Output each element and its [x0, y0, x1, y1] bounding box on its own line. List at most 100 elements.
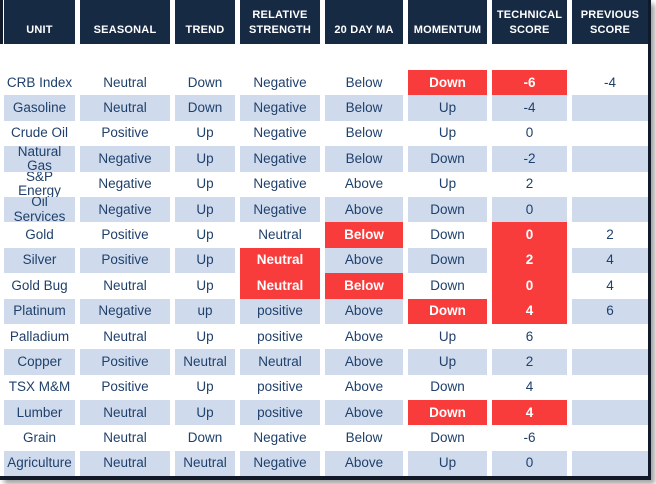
table-row-silver: Silver Positive Up Neutral Above Down 2 4 — [0, 247, 648, 274]
cell-unit: Gasoline — [4, 95, 75, 121]
table-row-lumber: Lumber Neutral Up positive Above Down 4 — [0, 400, 648, 426]
cell-seasonal: Negative — [80, 196, 170, 223]
cell-rs: Negative — [253, 74, 307, 90]
cell-tech: 4 — [492, 400, 567, 426]
cell-seasonal: Positive — [101, 379, 149, 395]
cell-rs: Negative — [253, 125, 307, 141]
cell-prev — [572, 349, 648, 375]
cell-unit: Gold Bug — [11, 277, 68, 293]
cell-ma: Above — [344, 176, 384, 192]
cell-trend: Up — [196, 277, 214, 293]
cell-rs: Negative — [240, 146, 320, 172]
cell-prev: 4 — [572, 247, 648, 274]
spacer-cell-prev — [572, 44, 648, 70]
cell-rs: Negative — [253, 430, 307, 446]
cell-unit: Copper — [4, 349, 75, 375]
column-header-tech: TECHNICAL SCORE — [492, 0, 567, 44]
cell-prev — [572, 146, 648, 172]
cell-trend: Up — [175, 400, 235, 426]
table-row-palladium: Palladium Neutral Up positive Above Up 6 — [0, 324, 648, 349]
cell-trend: Neutral — [175, 349, 235, 375]
cell-tech: 2 — [492, 349, 567, 375]
cell-rs: positive — [257, 328, 303, 344]
cell-prev: 6 — [572, 298, 648, 324]
cell-tech: 4 — [492, 298, 567, 324]
cell-ma: Below — [325, 273, 403, 299]
cell-trend: Down — [187, 74, 223, 90]
cell-unit: Grain — [22, 430, 56, 446]
table-row-oil-services: Oil Services Negative Up Negative Above Down 0 — [0, 196, 648, 223]
cell-tech: -6 — [523, 430, 536, 446]
header-row: UNIT SEASONAL TREND RELATIVE STRENGTH 20 DAY… — [0, 0, 648, 44]
cell-momentum: Down — [430, 430, 465, 446]
cell-tech: 0 — [492, 196, 567, 223]
cell-momentum: Up — [438, 125, 457, 141]
cell-rs: Negative — [240, 95, 320, 121]
column-header-unit: UNIT — [4, 0, 75, 44]
cell-tech: 2 — [492, 247, 567, 274]
cell-tech: 0 — [492, 450, 567, 477]
cell-momentum: Down — [430, 277, 465, 293]
table-row-crude-oil: Crude Oil Positive Up Negative Below Up 0 — [0, 121, 648, 146]
cell-seasonal: Positive — [101, 125, 149, 141]
cell-momentum: Down — [408, 146, 487, 172]
cell-ma: Above — [325, 349, 403, 375]
cell-unit: Lumber — [4, 400, 75, 426]
cell-seasonal: Negative — [80, 146, 170, 172]
column-header-trend: TREND — [175, 0, 235, 44]
cell-momentum: Up — [438, 328, 457, 344]
cell-prev — [572, 450, 648, 477]
table-row-crb-index: CRB Index Neutral Down Negative Below Down -6-… — [0, 70, 648, 96]
cell-seasonal: Positive — [101, 226, 149, 242]
spacer-cell-momentum — [408, 44, 487, 70]
cell-momentum: Up — [438, 176, 457, 192]
cell-momentum: Up — [408, 349, 487, 375]
spacer-cell-seasonal — [80, 44, 170, 70]
table-row-tsx-m-m: TSX M&M Positive Up positive Above Down 4 — [0, 375, 648, 400]
cell-ma: Below — [325, 95, 403, 121]
column-header-rs: RELATIVE STRENGTH — [240, 0, 320, 44]
table-row-platinum: Platinum Negative up positive Above Down 4 6 — [0, 298, 648, 324]
cell-rs: positive — [240, 298, 320, 324]
column-header-ma: 20 DAY MA — [325, 0, 403, 44]
table-row-agriculture: Agriculture Neutral Neutral Negative Above Up… — [0, 450, 648, 477]
cell-seasonal: Positive — [80, 349, 170, 375]
table-row-grain: Grain Neutral Down Negative Below Down -6 — [0, 425, 648, 450]
cell-rs: positive — [257, 379, 303, 395]
cell-unit: TSX M&M — [8, 379, 71, 395]
cell-ma: Above — [325, 247, 403, 274]
cell-seasonal: Neutral — [80, 95, 170, 121]
cell-seasonal: Positive — [80, 247, 170, 274]
cell-trend: Up — [175, 247, 235, 274]
cell-prev — [572, 121, 648, 146]
cell-trend: up — [175, 298, 235, 324]
cell-ma: Above — [325, 196, 403, 223]
table-row-gasoline: Gasoline Neutral Down Negative Below Up -4 — [0, 95, 648, 121]
cell-trend: Down — [175, 95, 235, 121]
cell-unit: Silver — [4, 247, 75, 274]
table-grid: UNIT SEASONAL TREND RELATIVE STRENGTH 20 DAY… — [0, 0, 648, 477]
cell-seasonal: Neutral — [103, 74, 147, 90]
cell-momentum: Down — [430, 379, 465, 395]
table-row-gold: Gold Positive Up Neutral Below Down 0 2 — [0, 222, 648, 248]
cell-trend: Up — [196, 226, 214, 242]
cell-momentum: Up — [408, 95, 487, 121]
cell-seasonal: Neutral — [103, 277, 147, 293]
cell-ma: Below — [345, 125, 383, 141]
column-header-momentum: MOMENTUM — [408, 0, 487, 44]
cell-unit: S&P Energy — [18, 171, 61, 197]
cell-ma: Above — [325, 450, 403, 477]
cell-prev — [572, 400, 648, 426]
cell-unit: Gold — [25, 226, 54, 242]
cell-unit: CRB Index — [6, 74, 73, 90]
cell-ma: Above — [325, 400, 403, 426]
spacer-cell-rs — [240, 44, 320, 70]
table-row-s-p-energy: S&P Energy Negative Up Negative Above Up 2 — [0, 172, 648, 197]
cell-prev — [572, 375, 648, 400]
cell-momentum: Up — [408, 450, 487, 477]
cell-seasonal: Negative — [80, 298, 170, 324]
cell-rs: Neutral — [258, 226, 302, 242]
cell-trend: Up — [175, 196, 235, 223]
cell-trend: Up — [196, 125, 214, 141]
